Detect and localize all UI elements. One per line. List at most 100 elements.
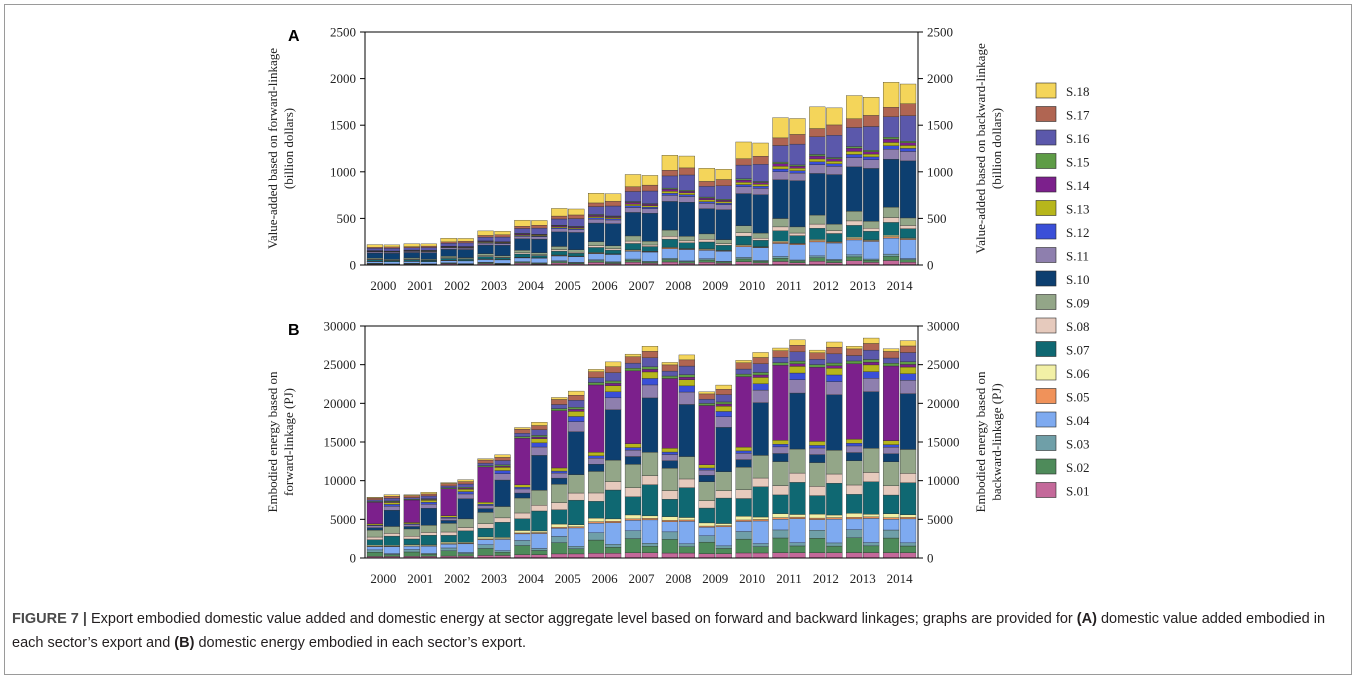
bar-segment-backward-2001-S11 [420,504,437,509]
bar-segment-backward-2006-S11 [605,397,622,411]
bar-segment-forward-2012-S04 [809,519,826,531]
bar-segment-backward-2014-S15 [899,361,917,365]
bar-segment-forward-2010-S14 [735,376,752,448]
bar-segment-forward-2010-S14 [735,179,752,183]
bar-segment-backward-2011-S11 [789,379,806,394]
bar-segment-forward-2003-S08 [477,523,494,529]
bar-segment-backward-2012-S14 [826,158,843,162]
bar-segment-backward-2010-S09 [752,232,769,239]
bar-segment-forward-2008-S08 [661,236,678,240]
bar-segment-forward-2010-S13 [735,446,752,452]
bar-segment-forward-2003-S04 [477,259,494,263]
bar-segment-backward-2000-S10 [383,253,401,260]
bar-segment-forward-2005-S17 [551,399,568,405]
bar-segment-backward-2014-S01 [899,552,917,559]
bar-segment-backward-2014-S09 [899,217,917,226]
x-tick-label: 2013 [850,571,876,586]
bar-segment-forward-2006-S11 [588,218,605,224]
bar-segment-forward-2012-S13 [809,441,826,446]
bar-segment-backward-2008-S06 [678,517,695,521]
bar-segment-forward-2009-S09 [698,233,715,240]
bar-segment-forward-2011-S10 [772,179,789,219]
bar-segment-backward-2009-S06 [715,523,732,526]
bar-segment-forward-2008-S02 [661,259,678,263]
bar-segment-backward-2005-S10 [568,431,585,475]
bar-segment-forward-2006-S10 [588,222,605,242]
bar-segment-forward-2002-S18 [440,482,457,484]
bar-segment-backward-2013-S17 [863,115,880,127]
bar-segment-forward-2013-S03 [846,254,863,258]
bar-segment-backward-2011-S09 [789,226,806,234]
bar-segment-forward-2014-S12 [882,444,900,448]
bar-segment-forward-2008-S07 [661,499,678,517]
bar-segment-backward-2007-S02 [641,261,659,264]
bar-segment-backward-2012-S18 [826,341,843,348]
bar-segment-backward-2013-S03 [863,258,880,261]
bar-segment-forward-2001-S02 [403,551,420,557]
bar-segment-forward-2003-S11 [477,243,494,246]
bar-segment-backward-2009-S18 [715,384,732,390]
bar-segment-backward-2006-S07 [605,249,622,254]
bar-segment-forward-2002-S03 [440,547,457,551]
legend-label: S.14 [1066,178,1090,193]
bar-segment-backward-2005-S01 [568,553,585,559]
bar-segment-backward-2013-S15 [863,150,880,152]
legend-swatch-S02 [1035,458,1057,475]
bar-segment-backward-2006-S07 [605,489,622,520]
bar-segment-backward-2010-S11 [752,188,769,195]
bar-segment-forward-2002-S10 [440,249,457,257]
bar-segment-backward-2012-S12 [826,374,843,382]
bar-segment-backward-2009-S12 [715,202,732,205]
bar-segment-backward-2013-S06 [863,513,880,518]
bar-segment-forward-2008-S13 [661,448,678,453]
bar-segment-forward-2001-S03 [403,549,420,553]
bar-segment-backward-2010-S03 [752,543,769,547]
bar-segment-forward-2013-S16 [846,355,863,362]
bar-segment-backward-2012-S08 [826,230,843,234]
bar-segment-forward-2010-S02 [735,258,752,262]
bar-segment-forward-2001-S16 [403,247,420,251]
bar-segment-forward-2013-S06 [846,513,863,518]
bar-segment-backward-2008-S11 [678,391,695,405]
bar-segment-forward-2012-S10 [809,454,826,463]
bar-segment-backward-2005-S06 [568,524,585,527]
bar-segment-backward-2013-S09 [863,221,880,229]
bar-segment-forward-2012-S08 [809,486,826,496]
bar-segment-backward-2004-S04 [531,258,548,264]
bar-segment-backward-2002-S12 [457,491,474,495]
bar-segment-backward-2010-S04 [752,520,769,544]
legend-swatch-S15 [1035,153,1057,169]
bar-segment-forward-2012-S15 [809,154,826,157]
bar-segment-forward-2012-S03 [809,530,826,539]
bar-segment-backward-2010-S12 [752,383,769,391]
bar-segment-backward-2007-S07 [641,484,659,517]
bar-segment-backward-2008-S02 [678,546,695,554]
x-tick-label: 2000 [370,278,396,293]
bar-segment-forward-2004-S07 [514,253,531,258]
bar-segment-backward-2011-S13 [789,366,806,374]
bar-segment-forward-2005-S16 [551,404,568,409]
y-tick-label-right: 0 [927,258,934,273]
bar-segment-backward-2013-S07 [863,481,880,515]
legend-swatch-S09 [1035,294,1057,310]
legend-swatch-S11 [1035,247,1057,263]
bar-segment-forward-2013-S18 [846,95,863,119]
bar-segment-backward-2003-S16 [494,236,511,242]
bar-segment-backward-2010-S16 [752,164,769,182]
bar-segment-forward-2004-S12 [514,487,531,490]
bar-segment-forward-2010-S11 [735,186,752,194]
bar-segment-backward-2008-S17 [678,167,695,176]
bar-segment-forward-2010-S11 [735,453,752,460]
legend-label: S.15 [1066,155,1089,170]
bar-segment-backward-2004-S02 [531,550,548,555]
bar-segment-backward-2005-S17 [568,214,585,219]
bar-segment-backward-2008-S03 [678,543,695,547]
bar-segment-backward-2010-S10 [752,402,769,456]
bar-segment-forward-2013-S10 [846,452,863,461]
bar-segment-backward-2006-S08 [605,481,622,491]
bar-segment-forward-2007-S11 [624,207,642,213]
x-tick-label: 2003 [481,278,507,293]
bar-segment-backward-2013-S13 [863,364,880,372]
bar-segment-forward-2008-S11 [661,454,678,461]
bar-segment-forward-2011-S13 [772,440,789,445]
